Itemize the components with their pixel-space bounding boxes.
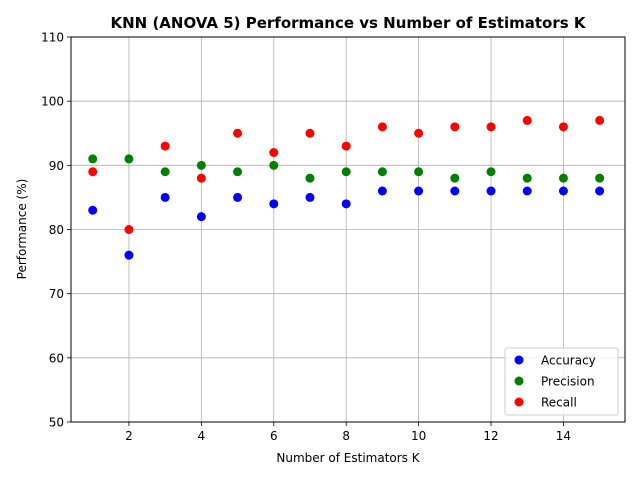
accuracy-point (305, 192, 315, 202)
y-tick-label: 50 (49, 416, 64, 430)
accuracy-point (88, 205, 98, 215)
precision-point (269, 160, 279, 170)
precision-point (196, 160, 206, 170)
accuracy-point (341, 199, 351, 209)
recall-point (160, 141, 170, 151)
y-tick-label: 110 (41, 31, 64, 45)
precision-point (486, 167, 496, 177)
accuracy-point (558, 186, 568, 196)
precision-point (595, 173, 605, 183)
recall-point (486, 122, 496, 132)
accuracy-point (450, 186, 460, 196)
legend-marker (514, 355, 524, 365)
recall-point (305, 128, 315, 138)
y-tick-label: 100 (41, 95, 64, 109)
accuracy-point (595, 186, 605, 196)
legend-marker (514, 376, 524, 386)
precision-point (522, 173, 532, 183)
accuracy-point (233, 192, 243, 202)
recall-point (269, 148, 279, 157)
precision-point (160, 167, 170, 177)
y-axis: 50 60 70 80 90 100 110 (41, 31, 71, 430)
precision-point (377, 167, 387, 177)
legend: Accuracy Precision Recall (504, 347, 619, 416)
x-tick-label: 6 (270, 429, 278, 443)
recall-point (558, 122, 568, 132)
accuracy-point (486, 186, 496, 196)
accuracy-point (160, 192, 170, 202)
x-tick-label: 2 (125, 429, 133, 443)
precision-point (450, 173, 460, 183)
x-tick-label: 4 (198, 429, 206, 443)
recall-point (522, 115, 532, 125)
series-precision (88, 154, 605, 183)
recall-point (450, 122, 460, 132)
recall-point (196, 173, 206, 183)
x-tick-label: 12 (483, 429, 498, 443)
accuracy-point (269, 199, 279, 209)
chart-title: KNN (ANOVA 5) Performance vs Number of E… (110, 14, 586, 32)
recall-point (595, 115, 605, 125)
y-tick-label: 90 (49, 159, 64, 173)
precision-point (558, 173, 568, 183)
y-tick-label: 80 (49, 223, 64, 237)
legend-box (504, 347, 619, 416)
recall-point (377, 122, 387, 132)
x-tick-label: 8 (342, 429, 350, 443)
x-axis-label: Number of Estimators K (276, 451, 420, 465)
x-tick-label: 10 (411, 429, 426, 443)
precision-point (305, 173, 315, 183)
x-axis: 2 4 6 8 10 12 14 (125, 422, 571, 443)
accuracy-point (414, 186, 424, 196)
data-points (88, 115, 605, 260)
legend-marker (514, 397, 524, 407)
accuracy-point (522, 186, 532, 196)
x-tick-label: 14 (556, 429, 571, 443)
precision-point (341, 167, 351, 177)
y-axis-label: Performance (%) (15, 179, 29, 280)
legend-entry: Precision (541, 375, 595, 389)
recall-point (414, 128, 424, 138)
recall-point (88, 167, 98, 177)
precision-point (88, 154, 98, 164)
y-tick-label: 60 (49, 351, 64, 365)
accuracy-point (196, 212, 206, 222)
legend-entry: Recall (541, 396, 577, 410)
precision-point (233, 167, 243, 177)
precision-point (124, 154, 134, 164)
series-recall (88, 115, 605, 234)
recall-point (233, 128, 243, 138)
recall-point (124, 225, 134, 234)
y-tick-label: 70 (49, 287, 64, 301)
recall-point (341, 141, 351, 151)
legend-entry: Accuracy (541, 354, 596, 368)
series-accuracy (88, 186, 605, 260)
accuracy-point (124, 250, 134, 260)
precision-point (414, 167, 424, 177)
accuracy-point (377, 186, 387, 196)
